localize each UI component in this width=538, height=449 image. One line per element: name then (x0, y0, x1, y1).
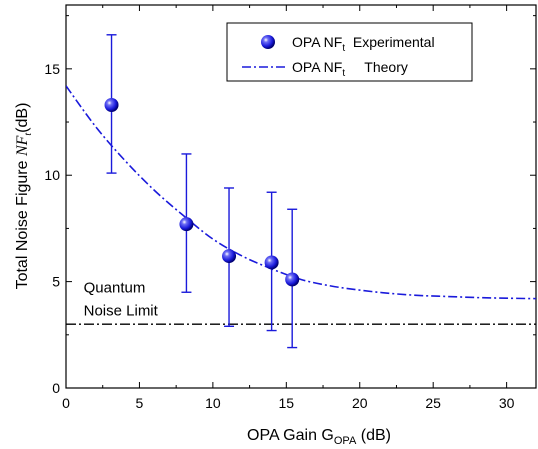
y-tick-label: 0 (52, 380, 60, 396)
x-tick-labels: 0 5 10 15 20 25 30 (62, 395, 515, 411)
legend-label-theory-main: OPA NF (292, 59, 342, 75)
legend-label-theory: OPA NFt Theory (292, 59, 408, 79)
y-tick-label: 10 (44, 167, 60, 183)
x-tick-label: 5 (136, 395, 144, 411)
legend-label-theory-suffix: Theory (345, 59, 408, 75)
annotation-quantum: Quantum (84, 279, 146, 296)
plot-area (65, 4, 537, 389)
data-point (222, 249, 237, 264)
legend-box (226, 22, 473, 82)
y-tick-label: 5 (52, 274, 60, 290)
annotation-noise-limit: Noise Limit (84, 303, 159, 320)
legend-label-experimental: OPA NFt Experimental (292, 34, 435, 54)
y-tick-label: 15 (44, 61, 60, 77)
y-tick-labels: 0 5 10 15 (44, 61, 60, 396)
legend-label-theory-sub: t (342, 68, 345, 79)
x-axis-label-sub: OPA (334, 435, 357, 447)
x-tick-label: 15 (279, 395, 295, 411)
data-point (179, 217, 194, 232)
legend-label-experimental-sub: t (342, 43, 345, 54)
legend-marker-experimental (261, 35, 275, 49)
x-tick-label: 20 (352, 395, 368, 411)
legend: OPA NFt Experimental OPA NFt Theory (226, 22, 473, 82)
data-point (264, 255, 279, 270)
x-tick-label: 25 (425, 395, 441, 411)
x-tick-label: 0 (62, 395, 70, 411)
x-tick-label: 30 (499, 395, 515, 411)
legend-label-experimental-main: OPA NF (292, 34, 342, 50)
series-layer (66, 85, 536, 325)
y-axis-label-suffix: (dB) (14, 103, 31, 133)
x-axis-label: OPA Gain GOPA (dB) (247, 427, 391, 447)
data-point (285, 272, 300, 287)
y-axis-label-sub: t (23, 133, 34, 136)
x-tick-label: 10 (205, 395, 221, 411)
y-axis-label: Total Noise Figure NFt(dB) (14, 103, 34, 290)
y-axis-label-prefix: Total Noise Figure (14, 156, 31, 289)
legend-label-experimental-suffix: Experimental (345, 34, 434, 50)
theory-curve (66, 85, 536, 300)
data-point (104, 98, 119, 113)
x-axis-label-main: OPA Gain G (247, 427, 334, 444)
axis-ticks (65, 5, 536, 389)
y-axis-label-italic: NF (14, 135, 31, 157)
points-layer (104, 34, 300, 349)
x-axis-label-suffix: (dB) (356, 427, 391, 444)
